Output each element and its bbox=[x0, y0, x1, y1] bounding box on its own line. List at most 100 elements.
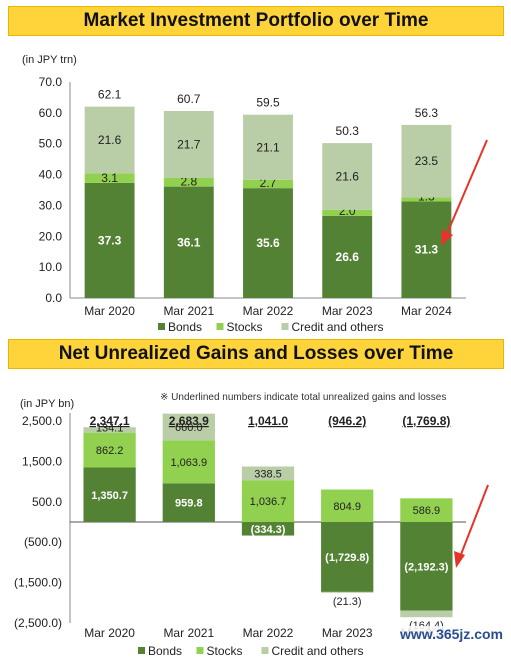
bar-stocks-mar-2021 bbox=[162, 440, 215, 484]
legend-swatch-stocks bbox=[196, 647, 204, 654]
y-tick-label: 50.0 bbox=[39, 137, 63, 151]
data-label-credit-and-others: 23.5 bbox=[415, 154, 439, 168]
legend-swatch-bonds bbox=[158, 323, 165, 330]
chart2-unit-label: (in JPY bn) bbox=[20, 398, 75, 410]
y-tick-label: (1,500.0) bbox=[14, 576, 62, 590]
data-label-credit-and-others: 21.6 bbox=[336, 169, 360, 183]
legend-swatch-bonds bbox=[138, 647, 145, 654]
chart2-plot: 2,500.0 1,500.0 500.0 (500.0) (1,500.0) (2,50… bbox=[14, 413, 489, 658]
data-label-bonds: 31.3 bbox=[415, 243, 439, 257]
legend-label-bonds: Bonds bbox=[168, 320, 202, 334]
y-tick-label: (500.0) bbox=[24, 535, 62, 549]
chart2-title: Net Unrealized Gains and Losses over Tim… bbox=[8, 339, 504, 369]
chart2-note: ※ Underlined numbers indicate total unre… bbox=[160, 392, 447, 403]
data-label-credit-and-others: 21.7 bbox=[177, 137, 201, 151]
bar-stocks-mar-2024 bbox=[400, 498, 453, 523]
y-tick-label: 500.0 bbox=[32, 495, 62, 509]
data-label-stocks: 804.9 bbox=[333, 501, 361, 513]
x-tick-label: Mar 2020 bbox=[84, 626, 135, 640]
total-label: 59.5 bbox=[256, 96, 280, 110]
bar-bonds-mar-2024 bbox=[400, 522, 453, 611]
data-label-bonds: (1,729.8) bbox=[325, 552, 369, 564]
bar-credit-and-others-mar-2021 bbox=[163, 111, 214, 178]
bar-stocks-mar-2020 bbox=[84, 173, 135, 183]
data-label-credit-and-others: 21.6 bbox=[98, 133, 122, 147]
total-label: (1,769.8) bbox=[402, 414, 450, 428]
x-tick-label: Mar 2024 bbox=[401, 304, 452, 318]
total-label: 50.3 bbox=[336, 124, 360, 138]
annotation-arrow-head bbox=[441, 229, 453, 246]
y-tick-label: (2,500.0) bbox=[14, 616, 62, 630]
y-tick-label: 40.0 bbox=[39, 168, 63, 182]
x-tick-label: Mar 2023 bbox=[322, 304, 373, 318]
x-tick-label: Mar 2022 bbox=[243, 626, 294, 640]
total-label: 2,347.1 bbox=[90, 414, 130, 428]
y-tick-label: 60.0 bbox=[39, 106, 63, 120]
data-label-stocks: 586.9 bbox=[413, 505, 441, 517]
bar-credit-and-others-mar-2023 bbox=[321, 591, 374, 593]
data-label-bonds: 26.6 bbox=[336, 250, 360, 264]
y-tick-label: 30.0 bbox=[39, 198, 63, 212]
x-tick-label: Mar 2023 bbox=[322, 626, 373, 640]
legend-label-credit-and-others: Credit and others bbox=[292, 320, 384, 334]
data-label-bonds: (334.3) bbox=[251, 524, 286, 536]
legend-label-stocks: Stocks bbox=[227, 320, 263, 334]
data-label-stocks: 2.8 bbox=[180, 175, 197, 189]
data-label-credit-and-others: 134.1 bbox=[96, 423, 124, 435]
legend-label-stocks: Stocks bbox=[207, 644, 243, 658]
bar-bonds-mar-2022 bbox=[243, 188, 293, 298]
chart1-title: Market Investment Portfolio over Time bbox=[8, 6, 504, 36]
bar-bonds-mar-2021 bbox=[163, 186, 214, 298]
total-label: 56.3 bbox=[415, 106, 439, 120]
legend-label-bonds: Bonds bbox=[148, 644, 182, 658]
bar-credit-and-others-mar-2022 bbox=[241, 466, 295, 481]
data-label-credit-and-others: 338.5 bbox=[254, 468, 282, 480]
x-tick-label: Mar 2021 bbox=[163, 304, 214, 318]
y-tick-label: 70.0 bbox=[39, 75, 63, 89]
legend-swatch-credit-and-others bbox=[281, 323, 289, 330]
data-label-bonds: 1,350.7 bbox=[91, 490, 128, 502]
data-label-bonds: 35.6 bbox=[256, 236, 280, 250]
data-label-bonds: 959.8 bbox=[175, 498, 203, 510]
bar-stocks-mar-2022 bbox=[241, 480, 295, 523]
bar-bonds-mar-2022 bbox=[241, 522, 295, 536]
chart1-plot: 70.0 60.0 50.0 40.0 30.0 20.0 10.0 0.0 37.3 3.1 21… bbox=[39, 75, 488, 334]
annotation-arrow-head bbox=[454, 551, 465, 568]
total-label: (946.2) bbox=[328, 414, 366, 428]
y-tick-label: 10.0 bbox=[39, 260, 63, 274]
bar-credit-and-others-mar-2021 bbox=[162, 413, 215, 441]
legend-swatch-credit-and-others bbox=[261, 647, 269, 654]
bar-stocks-mar-2021 bbox=[163, 177, 214, 187]
y-tick-label: 20.0 bbox=[39, 229, 63, 243]
total-label: 1,041.0 bbox=[248, 414, 288, 428]
bar-bonds-mar-2020 bbox=[84, 182, 135, 298]
x-tick-label: Mar 2020 bbox=[84, 304, 135, 318]
bar-stocks-mar-2023 bbox=[321, 489, 374, 523]
annotation-arrow-line bbox=[459, 484, 489, 558]
bar-bonds-mar-2021 bbox=[162, 483, 215, 523]
legend-label-credit-and-others: Credit and others bbox=[272, 644, 364, 658]
bar-credit-and-others-mar-2020 bbox=[83, 427, 136, 433]
legend-swatch-stocks bbox=[216, 323, 224, 330]
data-label-stocks: 1,063.9 bbox=[170, 457, 207, 469]
bar-stocks-mar-2020 bbox=[83, 432, 136, 468]
data-label-credit-and-others: 660.0 bbox=[175, 422, 203, 434]
bar-credit-and-others-mar-2024 bbox=[401, 124, 452, 198]
bar-bonds-mar-2024 bbox=[401, 201, 452, 298]
data-label-bonds: 36.1 bbox=[177, 235, 201, 249]
data-label-credit-and-others: 21.1 bbox=[256, 140, 280, 154]
bar-credit-and-others-mar-2023 bbox=[322, 143, 373, 210]
chart1-unit-label: (in JPY trn) bbox=[22, 54, 77, 66]
total-label: 62.1 bbox=[98, 88, 122, 102]
bar-credit-and-others-mar-2022 bbox=[243, 114, 293, 180]
watermark: www.365jz.com bbox=[398, 626, 505, 642]
y-tick-label: 0.0 bbox=[45, 291, 62, 305]
total-label: 2,683.9 bbox=[169, 414, 209, 428]
data-label-credit-and-others: (21.3) bbox=[333, 596, 362, 608]
bar-stocks-mar-2024 bbox=[401, 197, 452, 202]
bar-stocks-mar-2023 bbox=[322, 209, 373, 216]
data-label-stocks: 3.1 bbox=[101, 171, 118, 185]
annotation-arrow-line bbox=[445, 139, 488, 237]
data-label-bonds: 37.3 bbox=[98, 233, 122, 247]
data-label-bonds: (2,192.3) bbox=[404, 561, 448, 573]
